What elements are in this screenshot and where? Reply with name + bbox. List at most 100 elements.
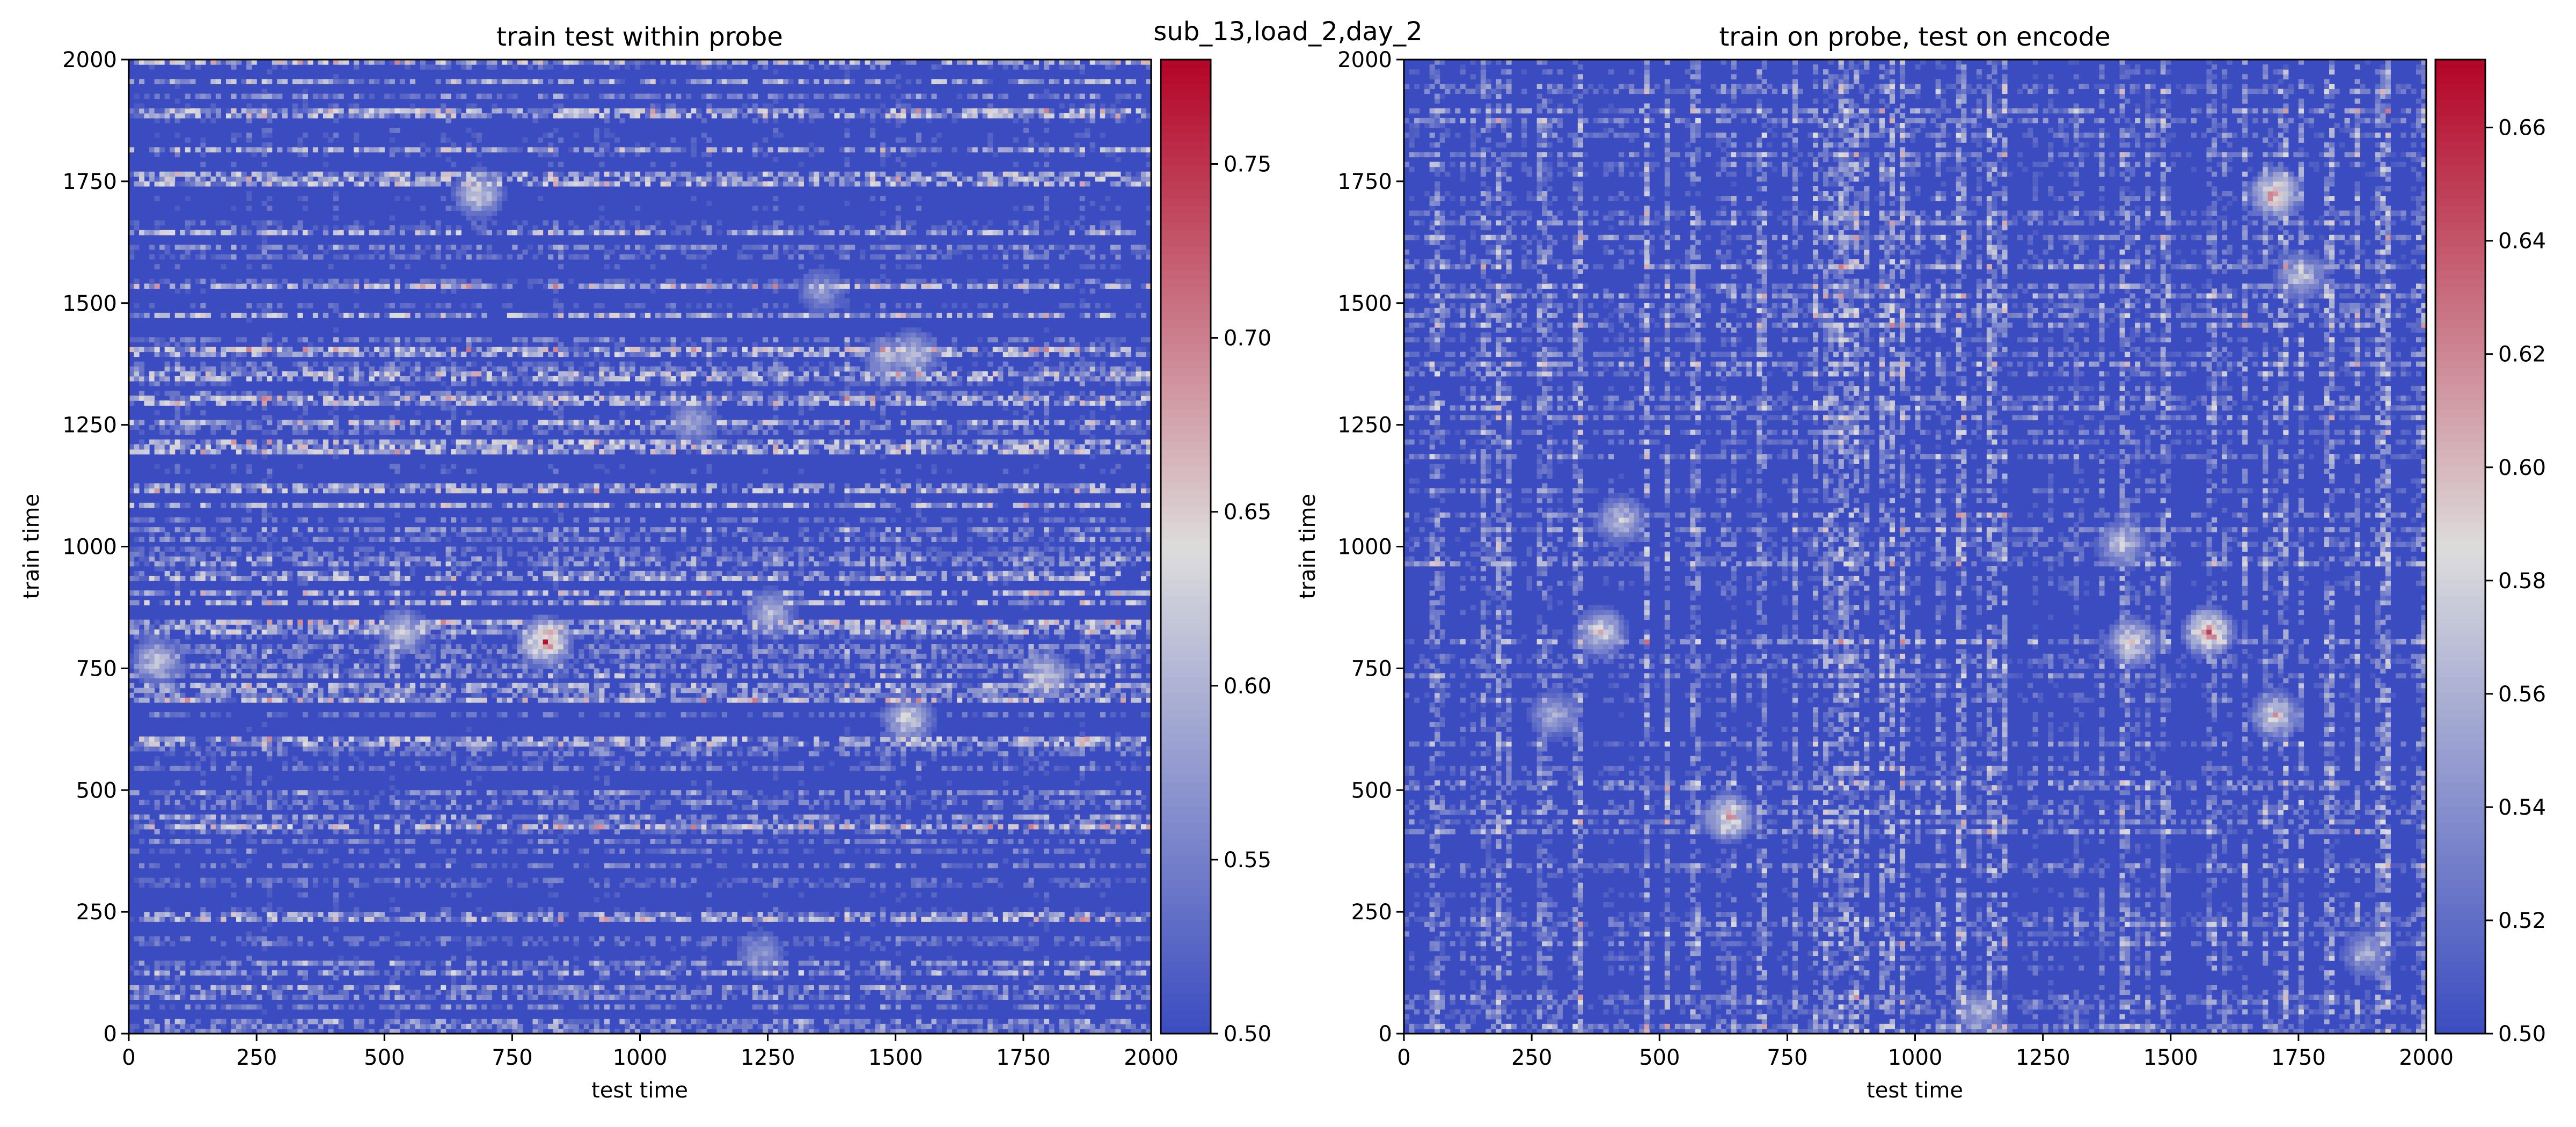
heatmap-cell	[200, 960, 206, 966]
heatmap-cell	[297, 1023, 303, 1029]
heatmap-cell	[338, 673, 344, 679]
heatmap-cell	[742, 683, 748, 689]
heatmap-cell	[405, 970, 411, 976]
heatmap-cell	[149, 877, 155, 883]
heatmap-cell	[573, 692, 579, 698]
heatmap-cell	[200, 1028, 206, 1034]
heatmap-cell	[716, 765, 722, 771]
heatmap-cell	[476, 697, 482, 703]
heatmap-cell	[634, 746, 641, 752]
heatmap-cell	[1095, 848, 1101, 854]
heatmap-cell	[854, 819, 860, 825]
heatmap-cell	[267, 907, 273, 912]
heatmap-cell	[297, 697, 303, 703]
heatmap-cell	[553, 960, 559, 966]
heatmap-cell	[573, 741, 579, 747]
heatmap-cell	[205, 746, 211, 752]
heatmap-cell	[676, 824, 682, 830]
heatmap-cell	[532, 687, 538, 693]
heatmap-cell	[221, 975, 226, 980]
heatmap-cell	[875, 795, 881, 800]
heatmap-cell	[808, 829, 814, 835]
heatmap-cell	[706, 751, 712, 757]
heatmap-cell	[445, 1023, 451, 1029]
heatmap-cell	[573, 736, 579, 742]
heatmap-cell	[1018, 994, 1024, 1000]
heatmap-cell	[967, 936, 973, 942]
heatmap-cell	[594, 955, 599, 961]
heatmap-cell	[267, 829, 273, 835]
heatmap-cell	[170, 985, 175, 990]
heatmap-cell	[634, 970, 641, 976]
heatmap-cell	[512, 741, 518, 747]
heatmap-cell	[967, 994, 973, 1000]
heatmap-cell	[134, 819, 140, 825]
heatmap-cell	[399, 965, 405, 971]
heatmap-cell	[808, 941, 814, 947]
heatmap-cell	[706, 848, 712, 854]
heatmap-cell	[880, 848, 886, 854]
heatmap-cell	[901, 760, 906, 766]
heatmap-cell	[655, 839, 661, 844]
heatmap-cell	[456, 824, 462, 830]
heatmap-cell	[538, 985, 544, 990]
heatmap-cell	[931, 912, 937, 917]
heatmap-cell	[757, 683, 763, 689]
heatmap-cell	[824, 941, 830, 947]
heatmap-cell	[486, 994, 492, 1000]
heatmap-cell	[742, 814, 748, 820]
heatmap-cell	[998, 751, 1004, 757]
heatmap-cell	[916, 687, 921, 693]
heatmap-cell	[282, 697, 288, 703]
heatmap-cell	[1064, 848, 1070, 854]
heatmap-cell	[619, 839, 625, 844]
heatmap-cell	[548, 683, 554, 689]
heatmap-cell	[982, 1028, 988, 1034]
heatmap-cell	[538, 756, 544, 762]
heatmap-cell	[323, 673, 329, 679]
heatmap-cell	[1085, 765, 1091, 771]
heatmap-cell	[839, 683, 845, 689]
heatmap-cell	[461, 697, 467, 703]
heatmap-cell	[727, 829, 733, 835]
heatmap-cell	[808, 1019, 814, 1024]
heatmap-cell	[1018, 912, 1024, 917]
heatmap-cell	[987, 863, 993, 869]
heatmap-cell	[931, 829, 937, 835]
heatmap-cell	[1064, 1028, 1070, 1034]
heatmap-cell	[466, 727, 472, 732]
heatmap-cell	[818, 814, 825, 820]
heatmap-cell	[911, 824, 917, 830]
heatmap-cell	[308, 839, 313, 844]
heatmap-cell	[742, 804, 748, 810]
heatmap-cell	[481, 990, 487, 995]
heatmap-cell	[957, 882, 963, 888]
heatmap-cell	[389, 985, 395, 990]
heatmap-cell	[225, 692, 232, 698]
heatmap-cell	[885, 965, 891, 971]
heatmap-cell	[257, 804, 262, 810]
heatmap-cell	[1130, 960, 1137, 966]
heatmap-cell	[1074, 970, 1080, 976]
heatmap-cell	[967, 819, 973, 825]
heatmap-cell	[1059, 687, 1065, 693]
heatmap-cell	[420, 829, 426, 835]
heatmap-cell	[384, 970, 390, 976]
heatmap-cell	[992, 790, 998, 795]
heatmap-cell	[348, 765, 354, 771]
heatmap-cell	[379, 1004, 385, 1010]
heatmap-cell	[1023, 795, 1029, 800]
heatmap-cell	[246, 839, 252, 844]
heatmap-cell	[818, 1004, 825, 1010]
heatmap-cell	[696, 736, 702, 742]
heatmap-cell	[808, 960, 814, 966]
heatmap-cell	[783, 824, 789, 830]
heatmap-cell	[1013, 692, 1019, 698]
heatmap-cell	[901, 994, 906, 1000]
heatmap-cell	[527, 687, 533, 693]
heatmap-cell	[798, 1004, 804, 1010]
heatmap-cell	[992, 970, 998, 976]
heatmap-cell	[619, 756, 625, 762]
heatmap-cell	[1023, 697, 1029, 703]
heatmap-cell	[164, 819, 170, 825]
